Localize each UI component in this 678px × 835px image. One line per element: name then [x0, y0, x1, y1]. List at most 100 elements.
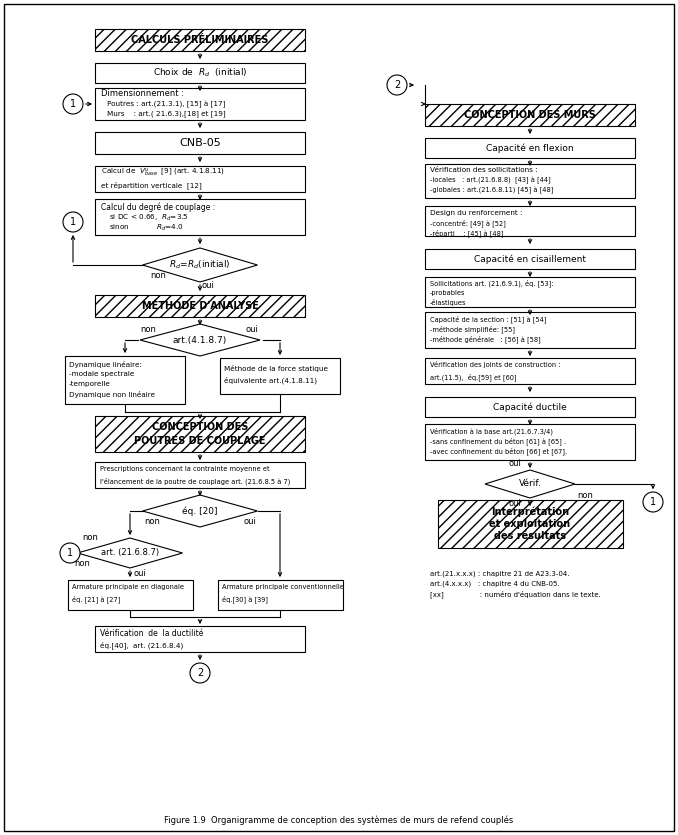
Text: Interprétation: Interprétation — [491, 507, 569, 517]
FancyBboxPatch shape — [95, 199, 305, 235]
Text: éq. [20]: éq. [20] — [182, 506, 218, 516]
Text: art.(4.x.x.x)   : chapitre 4 du CNB-05.: art.(4.x.x.x) : chapitre 4 du CNB-05. — [430, 581, 559, 587]
FancyBboxPatch shape — [425, 358, 635, 384]
FancyBboxPatch shape — [95, 626, 305, 652]
Text: non: non — [82, 534, 98, 543]
Text: non: non — [74, 559, 90, 568]
Text: Prescriptions concernant la contrainte moyenne et: Prescriptions concernant la contrainte m… — [100, 466, 270, 472]
Circle shape — [190, 663, 210, 683]
Text: -sans confinement du béton [61] à [65] .: -sans confinement du béton [61] à [65] . — [430, 438, 566, 445]
FancyBboxPatch shape — [95, 29, 305, 51]
FancyBboxPatch shape — [68, 580, 193, 610]
Text: oui: oui — [243, 517, 256, 525]
Text: Calcul de  $V^u_{base}$  [9] (art. 4.1.8.11): Calcul de $V^u_{base}$ [9] (art. 4.1.8.1… — [101, 167, 225, 179]
Text: Sollicitations art. (21.6.9.1), éq. [53]:: Sollicitations art. (21.6.9.1), éq. [53]… — [430, 279, 553, 287]
Text: éq.[30] à [39]: éq.[30] à [39] — [222, 595, 268, 603]
Polygon shape — [140, 324, 260, 356]
Text: et exploitation: et exploitation — [490, 519, 571, 529]
Text: Armature principale en diagonale: Armature principale en diagonale — [71, 584, 184, 590]
Text: -locales   : art.(21.6.8.8)  [43] à [44]: -locales : art.(21.6.8.8) [43] à [44] — [430, 176, 551, 184]
Text: -globales : art.(21.6.8.11) [45] à [48]: -globales : art.(21.6.8.11) [45] à [48] — [430, 186, 553, 194]
FancyBboxPatch shape — [95, 132, 305, 154]
Text: -probables: -probables — [430, 290, 466, 296]
Text: 1: 1 — [67, 548, 73, 558]
FancyBboxPatch shape — [65, 356, 185, 404]
Text: [xx]                : numéro d'équation dans le texte.: [xx] : numéro d'équation dans le texte. — [430, 590, 601, 598]
Text: éq.[40],  art. (21.6.8.4): éq.[40], art. (21.6.8.4) — [100, 641, 183, 649]
FancyBboxPatch shape — [425, 424, 635, 460]
FancyBboxPatch shape — [425, 312, 635, 348]
Text: -modale spectrale: -modale spectrale — [69, 371, 134, 377]
Text: non: non — [144, 517, 160, 525]
Text: -méthode simplifiée: [55]: -méthode simplifiée: [55] — [430, 325, 515, 333]
Text: 1: 1 — [70, 99, 76, 109]
FancyBboxPatch shape — [95, 295, 305, 317]
Text: Dynamique non linéaire: Dynamique non linéaire — [69, 391, 155, 397]
FancyBboxPatch shape — [425, 138, 635, 158]
Polygon shape — [142, 495, 258, 527]
FancyBboxPatch shape — [425, 277, 635, 307]
FancyBboxPatch shape — [220, 358, 340, 394]
Text: 1: 1 — [650, 497, 656, 507]
Text: Vérification à la base art.(21.6.7.3/4): Vérification à la base art.(21.6.7.3/4) — [430, 428, 553, 435]
Text: 1: 1 — [70, 217, 76, 227]
Text: Calcul du degré de couplage :: Calcul du degré de couplage : — [101, 202, 215, 212]
Circle shape — [63, 212, 83, 232]
Text: l'élancement de la poutre de couplage art. (21.6.8.5 à 7): l'élancement de la poutre de couplage ar… — [100, 478, 290, 485]
Text: art.(4.1.8.7): art.(4.1.8.7) — [173, 336, 227, 345]
Text: Vérification des sollicitations :: Vérification des sollicitations : — [430, 167, 538, 173]
Circle shape — [60, 543, 80, 563]
Circle shape — [63, 94, 83, 114]
Text: 2: 2 — [197, 668, 203, 678]
FancyBboxPatch shape — [95, 166, 305, 192]
Text: Vérif.: Vérif. — [519, 479, 542, 488]
Text: non: non — [150, 271, 166, 280]
Polygon shape — [485, 470, 575, 498]
Text: oui: oui — [508, 459, 521, 468]
Text: art. (21.6.8.7): art. (21.6.8.7) — [101, 549, 159, 558]
Text: -méthode générale   : [56] à [58]: -méthode générale : [56] à [58] — [430, 335, 541, 343]
Text: -réparti    : [45] à [48]: -réparti : [45] à [48] — [430, 229, 504, 237]
Text: Vérification  de  la ductilité: Vérification de la ductilité — [100, 629, 203, 637]
Text: MÉTHODE D'ANALYSE: MÉTHODE D'ANALYSE — [142, 301, 258, 311]
Text: art.(21.x.x.x) : chapitre 21 de A23.3-04.: art.(21.x.x.x) : chapitre 21 de A23.3-04… — [430, 571, 570, 577]
FancyBboxPatch shape — [95, 63, 305, 83]
Text: -temporelle: -temporelle — [69, 381, 111, 387]
Text: Design du renforcement :: Design du renforcement : — [430, 210, 523, 216]
Text: oui: oui — [245, 326, 258, 335]
FancyBboxPatch shape — [95, 462, 305, 488]
FancyBboxPatch shape — [425, 206, 635, 236]
FancyBboxPatch shape — [425, 104, 635, 126]
Text: Capacité de la section : [51] à [54]: Capacité de la section : [51] à [54] — [430, 315, 546, 323]
FancyBboxPatch shape — [425, 164, 635, 198]
FancyBboxPatch shape — [425, 249, 635, 269]
Text: si DC < 0.66,  $R_d$=3.5: si DC < 0.66, $R_d$=3.5 — [109, 213, 189, 223]
Text: Poutres : art.(21.3.1), [15] à [17]: Poutres : art.(21.3.1), [15] à [17] — [107, 100, 225, 108]
Text: $R_d$=$R_d$(initial): $R_d$=$R_d$(initial) — [170, 259, 231, 271]
Text: POUTRES DE COUPLAGE: POUTRES DE COUPLAGE — [134, 436, 266, 446]
Text: équivalente art.(4.1.8.11): équivalente art.(4.1.8.11) — [224, 377, 317, 384]
Text: Méthode de la force statique: Méthode de la force statique — [224, 365, 328, 372]
Text: -avec confinement du béton [66] et [67].: -avec confinement du béton [66] et [67]. — [430, 447, 567, 455]
FancyBboxPatch shape — [218, 580, 342, 610]
FancyBboxPatch shape — [425, 397, 635, 417]
Polygon shape — [77, 538, 182, 568]
Text: Capacité en cisaillement: Capacité en cisaillement — [474, 254, 586, 264]
Text: art.(11.5),  éq.[59] et [60]: art.(11.5), éq.[59] et [60] — [430, 373, 517, 381]
Text: oui: oui — [508, 499, 521, 509]
Text: -concentré: [49] à [52]: -concentré: [49] à [52] — [430, 219, 506, 227]
Text: Vérification des joints de construction :: Vérification des joints de construction … — [430, 362, 561, 368]
Circle shape — [387, 75, 407, 95]
Text: CONCEPTION DES: CONCEPTION DES — [152, 422, 248, 432]
Text: non: non — [577, 492, 593, 500]
Text: et répartition verticale  [12]: et répartition verticale [12] — [101, 181, 202, 189]
Text: Murs    : art.( 21.6.3),[18] et [19]: Murs : art.( 21.6.3),[18] et [19] — [107, 110, 226, 118]
Text: Dynamique linéaire:: Dynamique linéaire: — [69, 361, 142, 367]
Text: éq. [21] à [27]: éq. [21] à [27] — [71, 595, 120, 603]
Text: oui: oui — [201, 281, 214, 290]
Text: oui: oui — [134, 569, 146, 578]
Text: des résultats: des résultats — [494, 531, 566, 541]
Text: CALCULS PRÉLIMINAIRES: CALCULS PRÉLIMINAIRES — [132, 35, 268, 45]
FancyBboxPatch shape — [437, 500, 622, 548]
Text: Choix de  $R_d$  (initial): Choix de $R_d$ (initial) — [153, 67, 247, 79]
